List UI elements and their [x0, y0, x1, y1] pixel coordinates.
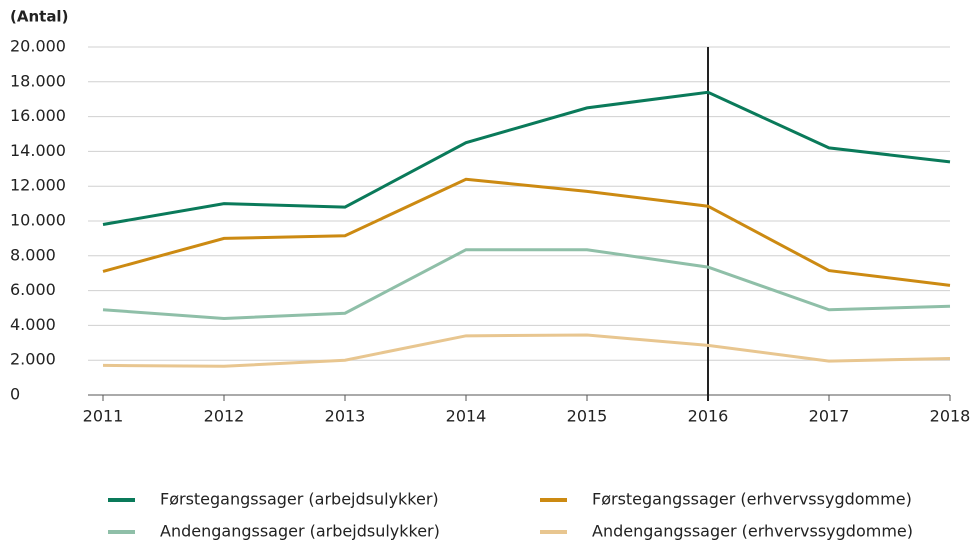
y-tick-label: 8.000 [10, 245, 56, 264]
y-tick-label: 0 [10, 385, 20, 404]
y-tick-label: 18.000 [10, 71, 66, 90]
x-tick-label: 2017 [809, 407, 850, 426]
x-tick-label: 2012 [204, 407, 245, 426]
series-line [102, 248, 951, 320]
x-tick-label: 2014 [446, 407, 487, 426]
legend-label: Førstegangssager (arbejdsulykker) [160, 490, 439, 509]
x-tick-label: 2018 [930, 407, 971, 426]
y-tick-label: 14.000 [10, 141, 66, 160]
legend-label: Andengangssager (erhvervssygdomme) [592, 522, 913, 541]
y-tick-label: 6.000 [10, 280, 56, 299]
y-tick-label: 10.000 [10, 211, 66, 230]
x-tick-label: 2013 [325, 407, 366, 426]
series-line [102, 90, 951, 226]
y-tick-label: 2.000 [10, 350, 56, 369]
y-tick-label: 12.000 [10, 176, 66, 195]
x-tick-label: 2016 [688, 407, 729, 426]
y-tick-label: 20.000 [10, 37, 66, 56]
y-tick-label: 4.000 [10, 315, 56, 334]
series-line [102, 333, 951, 368]
x-tick-label: 2011 [83, 407, 124, 426]
legend-label: Førstegangssager (erhvervssygdomme) [592, 490, 912, 509]
y-axis-label: (Antal) [10, 8, 68, 26]
y-tick-label: 16.000 [10, 106, 66, 125]
series-line [102, 177, 951, 287]
x-tick-label: 2015 [567, 407, 608, 426]
legend-label: Andengangssager (arbejdsulykker) [160, 522, 440, 541]
